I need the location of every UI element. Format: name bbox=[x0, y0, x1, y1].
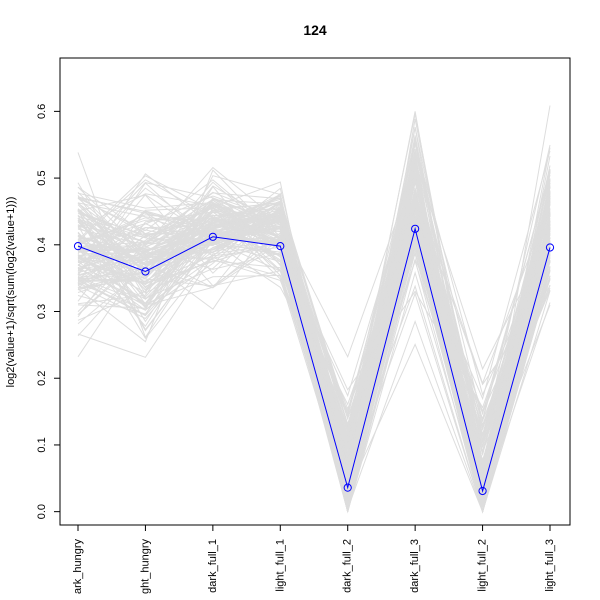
y-tick-label: 0.6 bbox=[36, 104, 48, 119]
background-profile-line bbox=[77, 150, 551, 507]
y-tick-label: 0.4 bbox=[36, 237, 48, 252]
highlight-point-light_hungry bbox=[141, 267, 150, 276]
background-profile-line bbox=[77, 182, 551, 512]
x-tick-label-dark_full_2: dark_full_2 bbox=[342, 539, 354, 593]
x-tick-label-light_hungry: ght_hungry bbox=[139, 539, 151, 595]
background-profile-line bbox=[77, 194, 551, 500]
y-axis-label: log2(value+1)/sqrt(sum(log2(value+1))) bbox=[5, 197, 17, 388]
highlight-series-line bbox=[77, 226, 551, 493]
highlight-point-dark_full_1 bbox=[208, 232, 217, 241]
x-tick-label-dark_hungry: ark_hungry bbox=[72, 539, 84, 595]
background-profile-line bbox=[77, 207, 551, 496]
highlight-point-light_full_2 bbox=[478, 486, 487, 496]
background-profile-lines bbox=[77, 105, 551, 514]
background-profile-line bbox=[77, 165, 551, 471]
x-tick-label-light_full_1: light_full_1 bbox=[274, 539, 286, 592]
highlight-point-light_full_3 bbox=[545, 243, 555, 252]
x-tick-label-light_full_3: light_full_3 bbox=[544, 539, 556, 592]
x-tick-label-dark_full_3: dark_full_3 bbox=[409, 539, 421, 593]
background-profile-line bbox=[77, 182, 551, 512]
highlight-point-dark_full_2 bbox=[343, 483, 352, 492]
highlighted-series bbox=[73, 224, 555, 496]
x-tick-label-dark_full_1: dark_full_1 bbox=[207, 539, 219, 593]
background-profile-line bbox=[77, 137, 551, 494]
y-tick-label: 0.0 bbox=[36, 504, 48, 519]
y-tick-label: 0.1 bbox=[36, 437, 48, 452]
highlight-point-dark_full_3 bbox=[411, 224, 420, 233]
background-profile-line bbox=[77, 148, 551, 491]
background-profile-line bbox=[77, 167, 551, 507]
highlight-point-dark_hungry bbox=[73, 242, 83, 251]
y-tick-label: 0.5 bbox=[36, 170, 48, 185]
highlight-point-light_full_1 bbox=[276, 242, 285, 251]
chart-title: 124 bbox=[303, 22, 327, 38]
y-tick-label: 0.3 bbox=[36, 304, 48, 319]
y-axis: 0.0 0.1 0.2 0.3 0.4 0.5 0.6 bbox=[36, 104, 61, 519]
background-profile-line bbox=[77, 166, 551, 454]
y-tick-label: 0.2 bbox=[36, 371, 48, 386]
x-tick-label-light_full_2: light_full_2 bbox=[477, 539, 489, 592]
x-axis: ark_hungry ght_hungry dark_full_1 light_ful… bbox=[72, 525, 556, 594]
background-profile-line bbox=[77, 189, 551, 512]
